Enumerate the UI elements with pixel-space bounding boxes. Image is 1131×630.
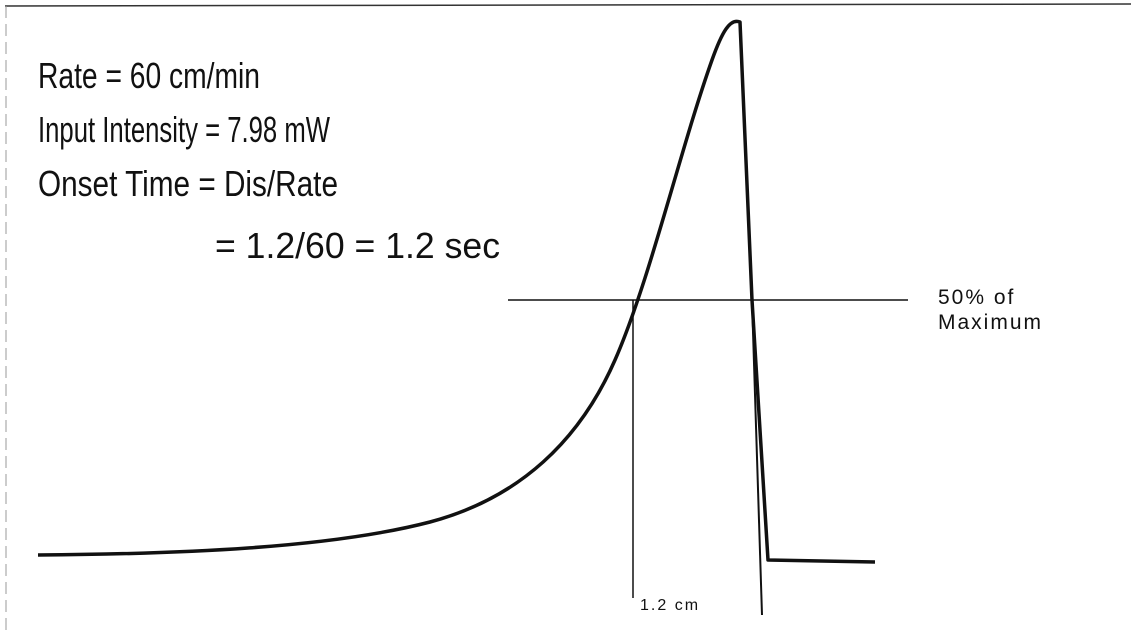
width-label: 1.2 cm (640, 597, 700, 614)
annotation-line: = 1.2/60 = 1.2 sec (215, 225, 500, 266)
threshold-label: 50% of (938, 286, 1015, 309)
annotation-line: Input Intensity = 7.98 mW (38, 109, 330, 150)
onset-marker-right (751, 299, 763, 616)
annotation-line: Onset Time = Dis/Rate (38, 163, 338, 204)
annotation-line: Rate = 60 cm/min (38, 55, 260, 96)
signal-curve (37, 19, 876, 564)
top-border (4, 3, 1131, 7)
threshold-label: Maximum (938, 311, 1043, 334)
